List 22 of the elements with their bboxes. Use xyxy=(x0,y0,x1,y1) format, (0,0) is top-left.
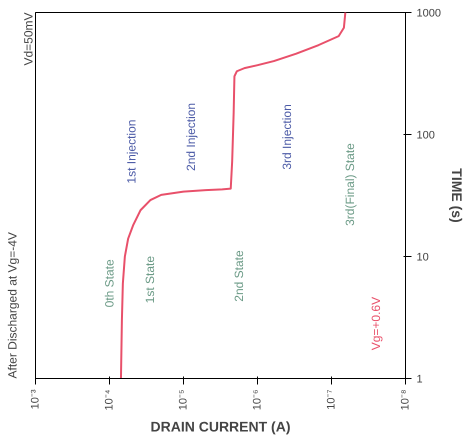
annotation: 0th State xyxy=(102,258,116,308)
x-tick-label: 10⁻⁷ xyxy=(326,389,338,410)
annotation: Vg=+0.6V xyxy=(368,296,383,350)
y-tick-label: 1 xyxy=(416,374,423,386)
y-axis-title: TIME (s) xyxy=(448,168,465,223)
x-tick-label: 10⁻⁴ xyxy=(104,389,116,410)
x-tick-label: 10⁻⁵ xyxy=(178,390,190,410)
x-tick-label: 10⁻³ xyxy=(30,389,42,410)
annotation: 3rd Injection xyxy=(280,104,294,170)
x-tick-label: 10⁻⁸ xyxy=(400,389,412,410)
y-tick-label: 1000 xyxy=(416,8,441,20)
y-tick-label: 100 xyxy=(416,130,435,142)
text: Vd=50mV xyxy=(22,12,36,66)
annotation: 2nd State xyxy=(232,250,246,302)
x-tick-label: 10⁻⁶ xyxy=(252,390,264,410)
x-axis-title: DRAIN CURRENT (A) xyxy=(150,418,291,434)
y-tick-label: 10 xyxy=(416,252,429,264)
annotation: 2nd Injection xyxy=(184,102,198,171)
annotation: 1st Injection xyxy=(124,120,139,184)
annotation: 3rd(Final) State xyxy=(343,142,357,226)
annotation: 1st State xyxy=(143,256,158,304)
text: After Discharged at Vg=-4V xyxy=(6,232,20,378)
